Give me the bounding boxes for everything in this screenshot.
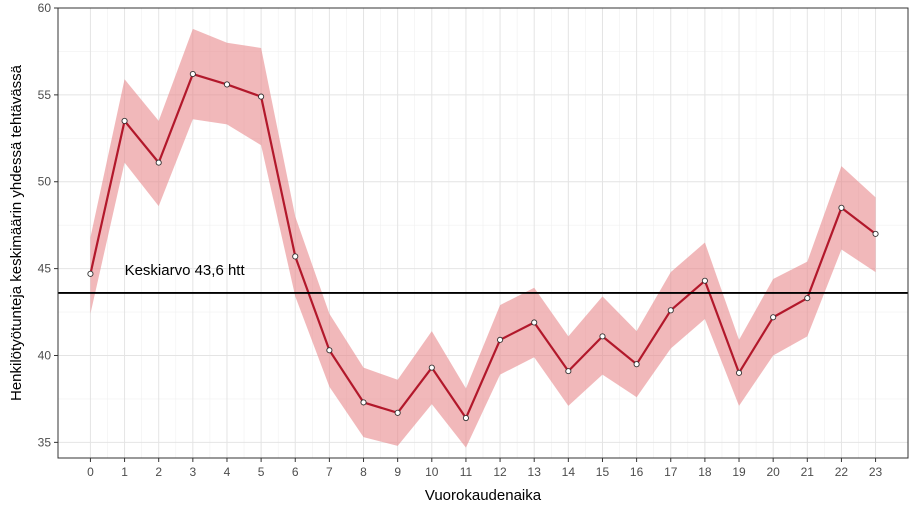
x-tick-label: 8 (360, 465, 367, 479)
x-tick-label: 21 (801, 465, 815, 479)
y-tick-label: 50 (38, 175, 52, 189)
x-tick-label: 17 (664, 465, 678, 479)
x-tick-label: 2 (155, 465, 162, 479)
data-point (428, 364, 435, 371)
data-point (599, 333, 606, 340)
x-tick-label: 5 (258, 465, 265, 479)
data-point (121, 117, 128, 124)
y-tick-label: 40 (38, 348, 52, 362)
x-axis-ticks: 0 1 2 3 4 5 6 7 8 9 10 11 12 13 14 15 16 17 18 19 20 21 22 23 (87, 458, 883, 479)
y-tick-label: 55 (38, 88, 52, 102)
data-point (804, 295, 811, 302)
data-point (292, 253, 299, 260)
y-tick-label: 35 (38, 435, 52, 449)
x-tick-label: 18 (698, 465, 712, 479)
data-point (633, 361, 640, 368)
data-point (258, 93, 265, 100)
data-point (770, 314, 777, 321)
y-tick-label: 60 (38, 1, 52, 15)
data-point (531, 319, 538, 326)
data-point-layer (87, 70, 879, 422)
x-tick-label: 10 (425, 465, 439, 479)
x-tick-label: 13 (528, 465, 542, 479)
data-point (155, 159, 162, 166)
data-point (189, 70, 196, 78)
x-tick-label: 12 (493, 465, 507, 479)
data-point (701, 277, 708, 284)
y-axis-title: Henkilötyötunteja keskimäärin yhdessä te… (8, 64, 25, 401)
y-tick-label: 45 (38, 262, 52, 276)
x-axis-title: Vuorokaudenaika (425, 487, 542, 504)
x-tick-label: 19 (732, 465, 746, 479)
data-point (87, 270, 94, 277)
data-point (326, 347, 333, 354)
series-line (89, 72, 877, 420)
x-tick-label: 15 (596, 465, 610, 479)
x-tick-label: 7 (326, 465, 333, 479)
confidence-band (90, 28, 876, 448)
plot-border (57, 7, 909, 459)
data-point (360, 399, 367, 406)
x-tick-label: 11 (460, 465, 473, 479)
x-tick-label: 0 (87, 465, 94, 479)
x-tick-label: 6 (292, 465, 299, 479)
x-tick-label: 16 (630, 465, 644, 479)
x-tick-label: 20 (766, 465, 780, 479)
data-point (394, 409, 401, 416)
y-axis-ticks: 35 40 45 50 55 60 (38, 1, 58, 449)
x-tick-label: 22 (835, 465, 849, 479)
x-tick-label: 23 (869, 465, 883, 479)
data-point (462, 414, 469, 422)
data-point (872, 230, 879, 237)
data-point (735, 369, 743, 376)
x-tick-label: 4 (224, 465, 231, 479)
x-tick-label: 9 (394, 465, 401, 479)
data-point (565, 368, 572, 375)
data-point (223, 81, 231, 88)
data-point (497, 336, 504, 343)
reference-line-label: Keskiarvo 43,6 htt (125, 262, 246, 279)
x-tick-label: 14 (562, 465, 576, 479)
data-point (838, 204, 845, 211)
x-tick-label: 3 (189, 465, 196, 479)
x-tick-label: 1 (121, 465, 128, 479)
confidence-band-layer (90, 28, 876, 448)
data-point (667, 307, 674, 314)
series-line-layer (89, 72, 877, 420)
